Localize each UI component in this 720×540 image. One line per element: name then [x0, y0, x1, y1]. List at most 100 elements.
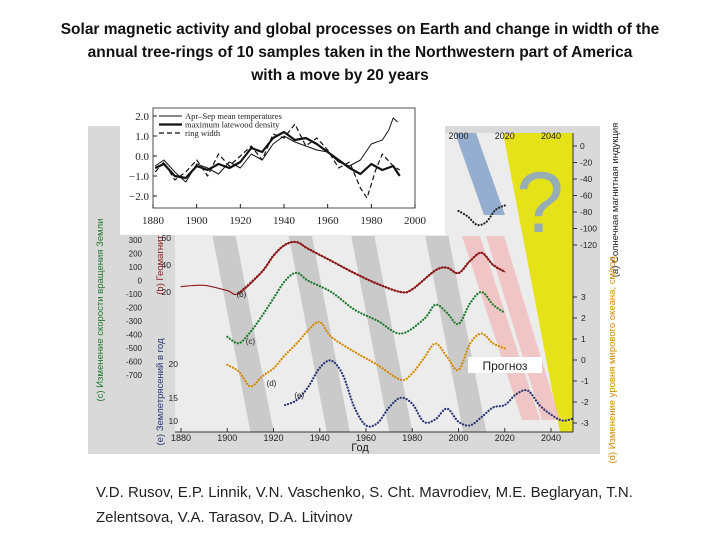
inset-series-line-1: [154, 130, 401, 180]
axis-e-ticks: 20 15 10: [169, 359, 179, 426]
inset-y-tick-label: −1.0: [129, 171, 149, 183]
series-label-d: (d): [267, 379, 277, 388]
axis-b-ticks: 60 40 20: [162, 233, 172, 297]
series-letter-labels: (b) (c) (d) (e): [237, 290, 305, 400]
axis-d-tick-label: 1: [581, 334, 586, 344]
inset-series-line-2: [154, 123, 401, 199]
axis-b-tick-label: 20: [162, 287, 172, 297]
axis-c-ticks: 300 200 100 0 -100 -200 -300 -400 -500 -600 -700: [126, 236, 143, 380]
axis-c-label: (c) Изменение скорости вращения Земли: [95, 219, 106, 402]
axis-d-tick-label: 2: [581, 313, 586, 323]
title-line-3: with a move by 20 years: [251, 67, 429, 84]
axis-d-tick-label: -2: [581, 397, 589, 407]
axis-a-tick-label: -120: [580, 240, 597, 250]
x-tick-label: 2000: [448, 433, 468, 443]
top-x-tick-label: 2040: [541, 131, 561, 141]
top-x-tick-label: 2020: [495, 131, 515, 141]
title-line-1: Solar magnetic activity and global proce…: [60, 21, 660, 38]
axis-a-ticks: 0 -20 -40 -60 -80 -100 -120: [573, 141, 597, 250]
pink-band-1: [462, 236, 540, 420]
top-x-tick-label: 2000: [448, 131, 468, 141]
slide-title: Solar magnetic activity and global proce…: [40, 18, 680, 87]
inset-x-tick-label: 1900: [186, 215, 209, 227]
series-line-c: [226, 271, 506, 345]
inset-x-tick-label: 1940: [273, 215, 296, 227]
x-tick-label: 1920: [263, 433, 283, 443]
x-tick-label: 1960: [356, 433, 376, 443]
x-axis-label: Год: [351, 442, 369, 454]
series-line-b-dotted: [237, 240, 506, 295]
series-label-c: (c): [246, 337, 256, 346]
inset-legend-label: ring width: [185, 128, 221, 138]
axis-a-tick-label: -20: [580, 158, 593, 168]
inset-y-tick-label: 0.0: [135, 151, 149, 163]
axis-d-tick-label: 3: [581, 292, 586, 302]
x-axis-ticks: 1880 1900 1920 1940 1960 1980 2000 2020 2040: [171, 428, 561, 443]
axis-c-tick-label: -300: [126, 317, 143, 326]
axis-c-tick-label: -700: [126, 371, 143, 380]
forecast-label: Прогноз: [482, 359, 528, 373]
main-series-group: [180, 204, 576, 428]
inset-legend-label: maximum latewood density: [185, 120, 280, 130]
series-line-a: [457, 204, 506, 227]
inset-x-tick-label: 1980: [360, 215, 383, 227]
axis-a-tick-label: -40: [580, 174, 593, 184]
axis-e-tick-label: 10: [169, 416, 179, 426]
axis-c-tick-label: -200: [126, 304, 143, 313]
axis-e-tick-label: 20: [169, 359, 179, 369]
top-x-axis-ticks: 2000 2020 2040: [448, 131, 561, 141]
axis-c-tick-label: 200: [129, 250, 143, 259]
series-line-d: [226, 320, 506, 388]
grey-band: [351, 236, 413, 432]
pink-band-2: [486, 236, 560, 420]
axis-c-tick-label: 0: [138, 277, 143, 286]
x-tick-label: 1900: [217, 433, 237, 443]
forecast-label-box: [468, 357, 542, 373]
axis-b-tick-label: 60: [162, 233, 172, 243]
axis-a-tick-label: -80: [580, 207, 593, 217]
forecast-wedge: [503, 133, 573, 432]
axis-a-tick-label: -100: [580, 224, 597, 234]
x-tick-label: 1880: [171, 433, 191, 443]
x-tick-label: 2040: [541, 433, 561, 443]
x-tick-label: 2020: [495, 433, 515, 443]
x-tick-label: 1980: [402, 433, 422, 443]
series-label-b: (b): [237, 290, 247, 299]
blue-band: [455, 133, 505, 215]
axis-c-tick-label: -500: [126, 344, 143, 353]
diagonal-bands: [212, 236, 487, 432]
grey-band: [212, 236, 274, 432]
inset-series-group: [154, 117, 401, 199]
grey-band: [425, 236, 487, 432]
axis-d-ticks: 3 2 1 0 -1 -2 -3: [573, 292, 589, 428]
axis-e-tick-label: 15: [169, 393, 179, 403]
axis-c-tick-label: 100: [129, 263, 143, 272]
axis-d-tick-label: -3: [581, 418, 589, 428]
series-line-e: [284, 359, 576, 428]
x-tick-label: 1940: [310, 433, 330, 443]
title-line-2: annual tree-rings of 10 samples taken in…: [87, 44, 633, 61]
inset-y-axis-ticks: 2.0 1.0 0.0 −1.0 −2.0: [129, 111, 157, 203]
axis-e-label: (e) Землетрясений в год: [155, 338, 166, 446]
series-label-e: (e): [294, 391, 304, 400]
grey-band: [288, 236, 350, 432]
inset-x-axis-ticks: 1880 1900 1920 1940 1960 1980 2000: [142, 204, 427, 227]
axis-d-label: (d) Изменение уровня мирового океана, см…: [607, 256, 618, 464]
axis-d-tick-label: 0: [581, 355, 586, 365]
inset-x-tick-label: 1960: [317, 215, 340, 227]
axis-c-tick-label: -400: [126, 331, 143, 340]
axis-b-label: (b) Геомагнит: [155, 235, 166, 295]
axis-b-tick-label: 40: [162, 260, 172, 270]
axis-a-tick-label: 0: [580, 141, 585, 151]
inset-x-tick-label: 1920: [229, 215, 252, 227]
inset-y-tick-label: −2.0: [129, 191, 149, 203]
inset-legend-label: Apr–Sep mean temperatures: [185, 111, 282, 121]
inset-y-tick-label: 2.0: [135, 111, 149, 123]
axis-d-tick-label: -1: [581, 376, 589, 386]
question-mark: ?: [516, 155, 564, 251]
authors-text: V.D. Rusov, E.P. Linnik, V.N. Vaschenko,…: [96, 484, 633, 526]
inset-y-tick-label: 1.0: [135, 131, 149, 143]
axis-c-tick-label: -600: [126, 358, 143, 367]
